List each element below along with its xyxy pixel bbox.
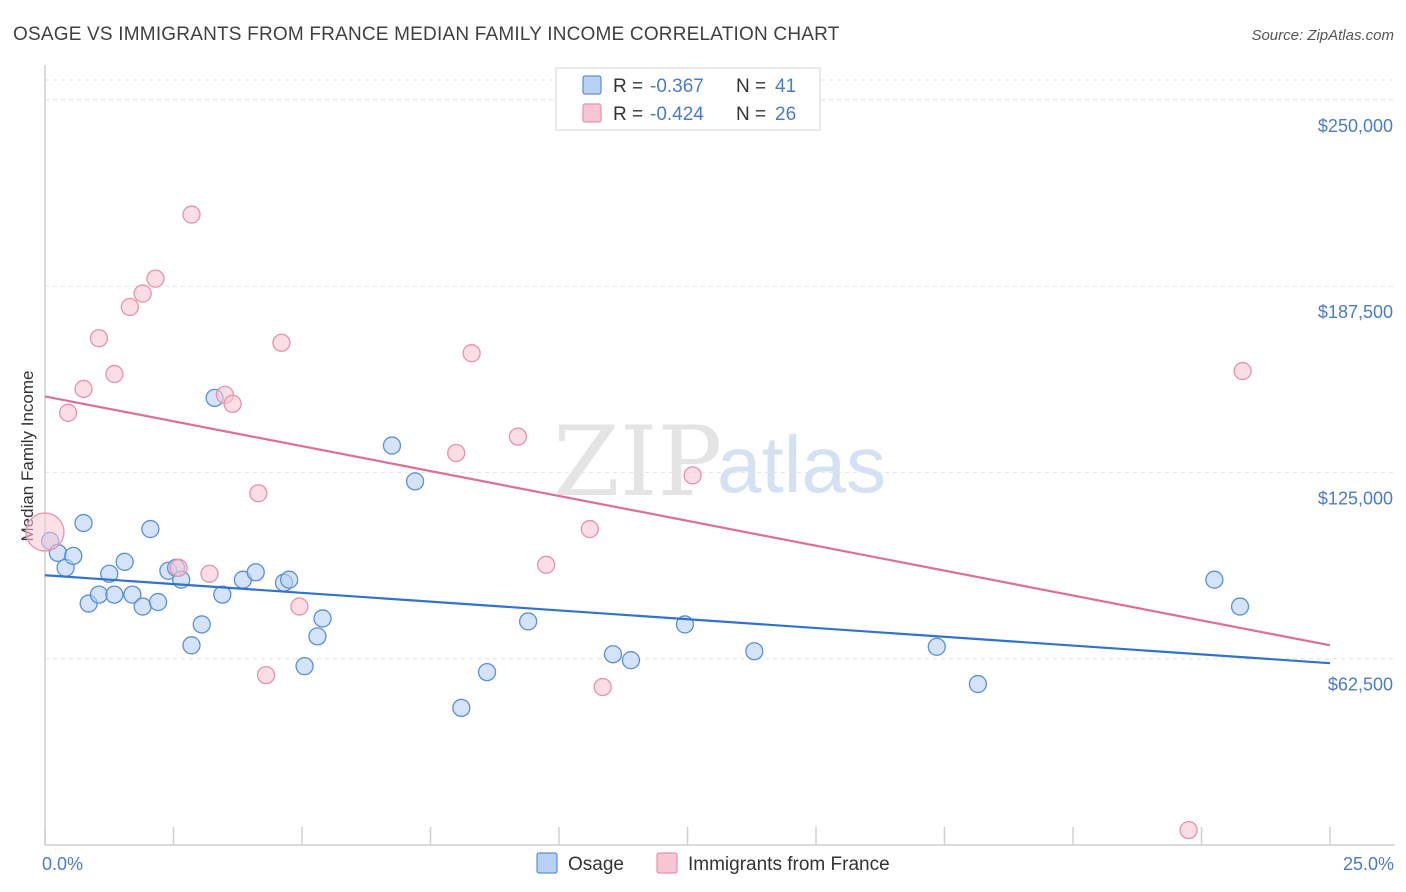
series-legend-swatch-osage	[536, 852, 558, 874]
y-axis-label: Median Family Income	[18, 370, 37, 541]
point-osage	[141, 519, 160, 539]
data-points	[25, 205, 1252, 840]
chart-title: OSAGE VS IMMIGRANTS FROM FRANCE MEDIAN F…	[13, 24, 840, 45]
point-osage	[1230, 597, 1250, 616]
point-france	[1179, 820, 1198, 840]
stats-legend-swatch-france	[582, 103, 602, 123]
point-osage	[452, 698, 471, 718]
stats-legend: R = -0.367 N = 41 R = -0.424 N = 26	[555, 67, 821, 131]
point-france	[146, 269, 165, 288]
point-osage	[148, 592, 168, 612]
point-france	[593, 677, 612, 697]
stats-legend-swatch-osage	[582, 75, 602, 95]
point-osage	[213, 585, 232, 604]
x-tick-labels: 0.0% 25.0%	[42, 854, 1394, 874]
point-france	[133, 284, 152, 303]
point-osage	[133, 597, 152, 616]
point-france	[580, 519, 599, 539]
stats-legend-r-label-osage: R =	[613, 76, 643, 97]
series-legend-label-france: Immigrants from France	[688, 854, 890, 875]
trend-line-france	[44, 395, 1331, 647]
point-france	[58, 403, 78, 422]
point-osage	[313, 609, 332, 628]
series-legend-swatch-france	[656, 852, 678, 874]
point-france	[74, 379, 93, 399]
stats-legend-n-label-osage: N =	[736, 76, 766, 97]
point-france	[1233, 361, 1252, 381]
point-france	[462, 344, 481, 363]
stats-legend-r-value-france: -0.424	[650, 104, 704, 125]
point-osage	[382, 436, 402, 455]
y-tick-label: $125,000	[1318, 488, 1393, 508]
point-france	[200, 564, 219, 583]
point-osage	[308, 627, 327, 646]
source-note: Source: ZipAtlas.com	[1251, 27, 1394, 44]
x-tick-label-min: 0.0%	[42, 854, 83, 874]
point-osage	[927, 637, 946, 656]
point-osage	[100, 564, 119, 583]
watermark-atlas: atlas	[717, 420, 886, 509]
y-tick-label: $250,000	[1318, 116, 1393, 136]
y-tick-labels: $62,500 $125,000 $187,500 $250,000	[1318, 116, 1393, 695]
point-osage	[477, 662, 497, 682]
point-osage	[295, 657, 314, 676]
stats-legend-n-value-osage: 41	[775, 76, 796, 97]
point-france	[25, 512, 65, 552]
point-osage	[519, 612, 538, 631]
point-osage	[1205, 570, 1224, 589]
point-france	[249, 484, 268, 503]
watermark: ZIP atlas	[553, 406, 886, 518]
point-osage	[745, 642, 764, 661]
point-france	[537, 555, 556, 574]
stats-legend-n-label-france: N =	[736, 104, 766, 125]
point-osage	[968, 674, 988, 694]
point-osage	[105, 585, 124, 604]
point-osage	[279, 570, 299, 589]
axes	[44, 65, 1395, 846]
point-france	[290, 597, 309, 616]
stats-legend-n-value-france: 26	[775, 104, 796, 125]
series-legend-label-osage: Osage	[568, 854, 624, 875]
point-osage	[182, 636, 201, 655]
point-osage	[123, 585, 142, 604]
point-france	[447, 443, 466, 463]
watermark-zip: ZIP	[553, 406, 722, 518]
y-tick-label: $62,500	[1328, 675, 1393, 695]
point-osage	[603, 645, 623, 664]
stats-legend-r-label-france: R =	[613, 104, 643, 125]
point-osage	[621, 651, 641, 670]
trend-line-osage	[44, 574, 1331, 665]
stats-legend-r-value-osage: -0.367	[650, 76, 704, 97]
point-osage	[246, 563, 265, 582]
point-france	[272, 333, 291, 352]
point-france	[683, 466, 702, 485]
point-osage	[74, 513, 93, 533]
point-france	[182, 205, 201, 224]
y-tick-label: $187,500	[1318, 302, 1393, 322]
point-france	[89, 329, 109, 348]
point-france	[105, 364, 124, 384]
point-osage	[115, 552, 134, 571]
point-france	[223, 394, 242, 413]
point-france	[256, 665, 276, 685]
point-france	[120, 297, 139, 317]
point-osage	[89, 585, 109, 604]
point-france	[508, 427, 528, 446]
point-osage	[405, 472, 425, 491]
series-legend: Osage Immigrants from France	[536, 852, 890, 875]
point-osage	[192, 615, 211, 634]
x-tick-label-max: 25.0%	[1343, 854, 1394, 874]
point-france	[169, 558, 188, 577]
point-osage	[64, 546, 83, 566]
trend-lines	[44, 395, 1331, 665]
